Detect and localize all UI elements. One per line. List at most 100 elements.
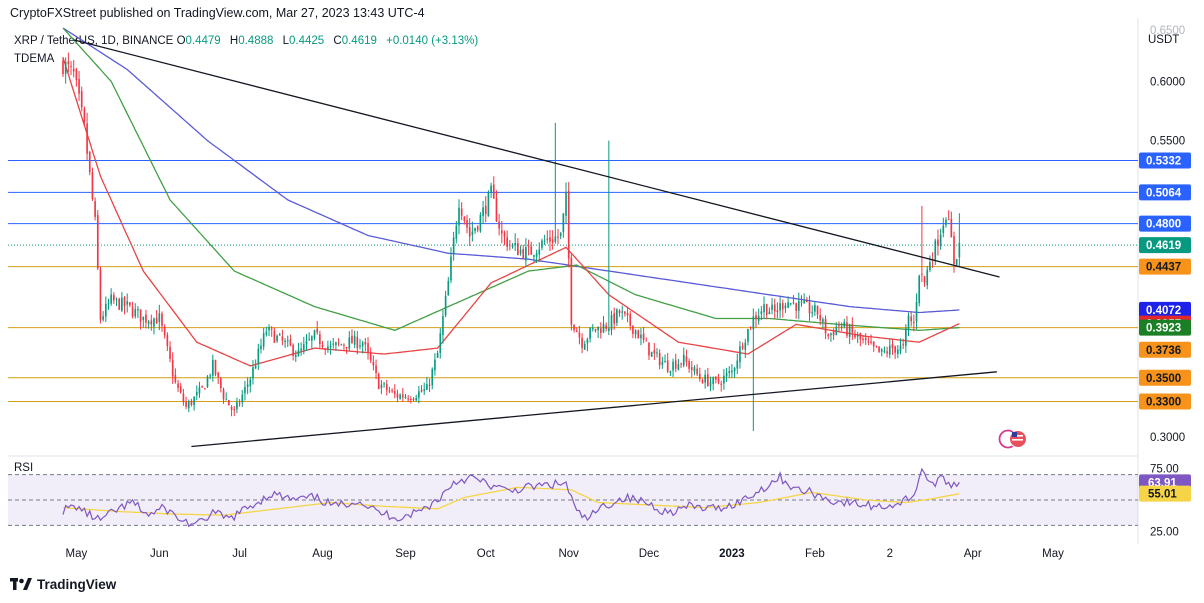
candle[interactable]	[324, 348, 327, 350]
candle[interactable]	[830, 333, 832, 336]
candle[interactable]	[246, 384, 249, 387]
candle[interactable]	[666, 360, 669, 372]
candle[interactable]	[848, 325, 851, 337]
candle[interactable]	[391, 390, 393, 392]
candle[interactable]	[578, 332, 581, 338]
candle[interactable]	[442, 315, 444, 336]
candle[interactable]	[500, 230, 503, 234]
candle[interactable]	[399, 394, 401, 399]
candle[interactable]	[153, 318, 155, 327]
candle[interactable]	[551, 239, 554, 243]
candle[interactable]	[498, 221, 500, 229]
candle[interactable]	[776, 310, 779, 313]
candle[interactable]	[637, 330, 640, 339]
candle[interactable]	[690, 367, 693, 370]
candle[interactable]	[305, 340, 308, 345]
candle[interactable]	[696, 368, 698, 375]
candle[interactable]	[624, 311, 626, 314]
candle[interactable]	[599, 328, 602, 333]
candle[interactable]	[476, 226, 479, 230]
candle[interactable]	[447, 280, 450, 296]
candle[interactable]	[388, 390, 391, 392]
candle[interactable]	[594, 328, 597, 331]
candle[interactable]	[757, 315, 760, 322]
candle[interactable]	[918, 275, 921, 304]
candle[interactable]	[238, 402, 241, 404]
candle[interactable]	[450, 256, 452, 281]
candle[interactable]	[214, 360, 217, 375]
candle[interactable]	[177, 383, 179, 388]
candle[interactable]	[787, 302, 789, 308]
candle[interactable]	[308, 339, 310, 341]
candle[interactable]	[755, 315, 757, 320]
candle[interactable]	[407, 398, 409, 400]
candle[interactable]	[401, 394, 404, 398]
candle[interactable]	[420, 390, 423, 392]
candle[interactable]	[923, 276, 926, 283]
candle[interactable]	[327, 346, 329, 349]
candle[interactable]	[321, 344, 324, 347]
candle[interactable]	[313, 330, 316, 339]
candle[interactable]	[369, 352, 372, 361]
candle[interactable]	[872, 341, 875, 347]
candle[interactable]	[827, 334, 830, 337]
candle[interactable]	[319, 334, 321, 345]
candle[interactable]	[688, 361, 690, 369]
candle[interactable]	[886, 351, 888, 354]
candle[interactable]	[862, 338, 864, 341]
candle[interactable]	[888, 345, 891, 355]
candle[interactable]	[262, 333, 265, 347]
candle[interactable]	[567, 190, 570, 259]
candle[interactable]	[212, 359, 214, 376]
candle[interactable]	[94, 201, 96, 217]
candle[interactable]	[565, 192, 567, 216]
candle[interactable]	[803, 300, 805, 303]
candle[interactable]	[752, 316, 755, 330]
candle[interactable]	[870, 341, 872, 343]
candle[interactable]	[316, 328, 319, 333]
candle[interactable]	[929, 262, 931, 270]
candle[interactable]	[471, 231, 474, 235]
candle[interactable]	[474, 228, 476, 231]
candle[interactable]	[428, 384, 431, 386]
candle[interactable]	[883, 350, 886, 352]
candle[interactable]	[789, 303, 792, 305]
candle[interactable]	[209, 375, 211, 377]
candle[interactable]	[506, 237, 508, 247]
candle[interactable]	[364, 342, 367, 345]
candle[interactable]	[375, 365, 377, 373]
candle[interactable]	[840, 326, 843, 328]
candle[interactable]	[514, 243, 517, 246]
candle[interactable]	[517, 243, 519, 256]
candle[interactable]	[934, 240, 937, 262]
candle[interactable]	[541, 240, 543, 248]
candle[interactable]	[712, 377, 715, 384]
candle[interactable]	[760, 311, 763, 314]
candle[interactable]	[492, 184, 495, 199]
candle[interactable]	[115, 298, 118, 300]
candle[interactable]	[658, 352, 661, 366]
candle[interactable]	[182, 393, 185, 403]
candle[interactable]	[792, 302, 795, 304]
candle[interactable]	[377, 373, 380, 390]
candle[interactable]	[701, 380, 704, 384]
candle[interactable]	[190, 400, 193, 405]
candle[interactable]	[575, 330, 578, 333]
candle[interactable]	[685, 356, 688, 362]
candle[interactable]	[736, 360, 739, 369]
candle[interactable]	[444, 295, 447, 316]
candle[interactable]	[950, 218, 953, 238]
candle[interactable]	[733, 368, 736, 372]
candle[interactable]	[581, 337, 583, 348]
candle[interactable]	[222, 389, 225, 400]
candle[interactable]	[610, 315, 613, 330]
candle[interactable]	[613, 313, 616, 324]
candle[interactable]	[720, 383, 723, 385]
rsi-line[interactable]	[62, 467, 960, 528]
candle[interactable]	[64, 61, 67, 74]
candle[interactable]	[72, 68, 75, 72]
candle[interactable]	[942, 225, 945, 234]
candle[interactable]	[359, 345, 361, 347]
candle[interactable]	[945, 219, 947, 226]
candle[interactable]	[439, 333, 442, 353]
